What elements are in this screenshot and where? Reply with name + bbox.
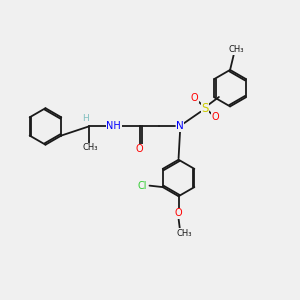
Text: CH₃: CH₃ <box>229 45 244 54</box>
Text: NH: NH <box>106 122 121 131</box>
Text: CH₃: CH₃ <box>176 229 192 238</box>
Text: O: O <box>136 144 143 154</box>
Text: S: S <box>201 102 209 115</box>
Text: O: O <box>175 208 182 218</box>
Text: N: N <box>176 122 184 131</box>
Text: CH₃: CH₃ <box>82 143 98 152</box>
Text: Cl: Cl <box>137 181 147 190</box>
Text: H: H <box>82 114 88 123</box>
Text: O: O <box>191 93 199 103</box>
Text: O: O <box>212 112 219 122</box>
